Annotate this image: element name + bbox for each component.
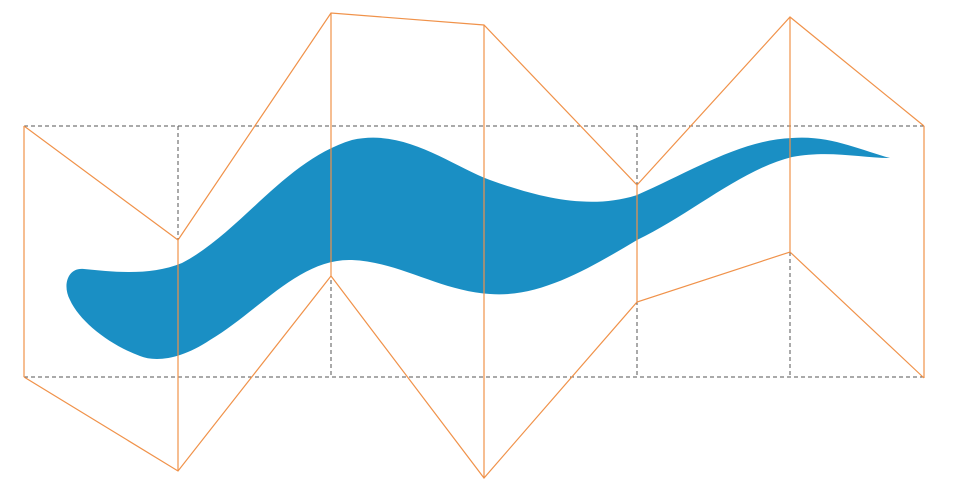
wave-blob-shape (66, 137, 890, 359)
fold-lines (23, 12, 925, 479)
guide-grid (24, 125, 924, 378)
